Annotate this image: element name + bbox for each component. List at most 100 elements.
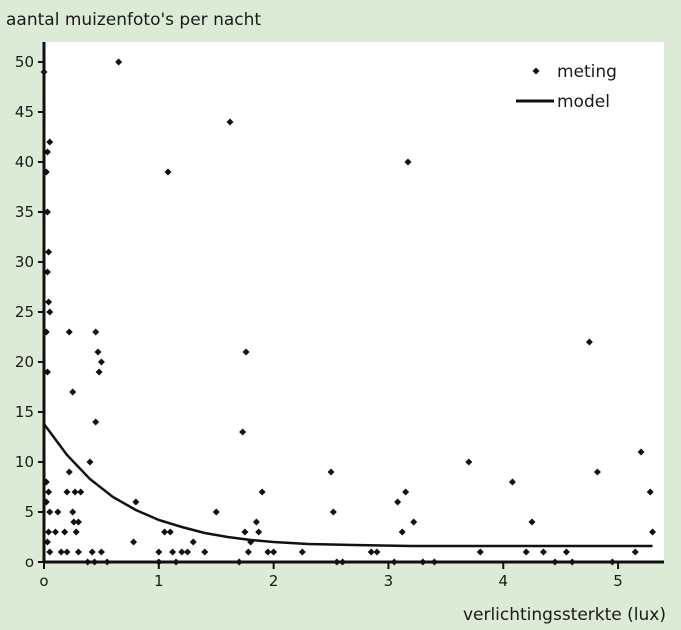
data-point [92, 418, 100, 426]
data-point [63, 548, 71, 556]
legend-diamond [532, 67, 540, 75]
data-point [242, 348, 250, 356]
data-point [327, 468, 335, 476]
data-point [329, 508, 337, 516]
data-point [258, 488, 266, 496]
data-point [476, 548, 484, 556]
data-point [71, 488, 79, 496]
legend-label-model: model [557, 92, 610, 112]
data-point [646, 488, 654, 496]
data-point [169, 548, 177, 556]
data-point [132, 498, 140, 506]
data-point [94, 348, 102, 356]
x-tick-label: 3 [384, 572, 394, 590]
data-point [115, 58, 123, 66]
data-point [212, 508, 220, 516]
x-tick-label: 4 [498, 572, 508, 590]
data-point [46, 548, 54, 556]
data-point [43, 208, 51, 216]
data-point [189, 538, 197, 546]
data-point [404, 158, 412, 166]
data-point [45, 488, 53, 496]
data-point [46, 138, 54, 146]
y-tick-label: 10 [15, 453, 34, 471]
data-point [69, 388, 77, 396]
data-point [239, 428, 247, 436]
data-point [69, 508, 77, 516]
data-point [562, 548, 570, 556]
data-point [61, 528, 69, 536]
data-point [97, 548, 105, 556]
data-point [63, 488, 71, 496]
legend: meting model [516, 62, 617, 112]
data-point [264, 548, 272, 556]
data-point [255, 528, 263, 536]
data-point [65, 468, 73, 476]
data-point [97, 358, 105, 366]
x-tick-label: 5 [613, 572, 623, 590]
data-point [410, 518, 418, 526]
y-tick-label: 25 [15, 303, 34, 321]
y-tick-label: 30 [15, 253, 34, 271]
data-point [164, 168, 172, 176]
x-axis-title: verlichtingssterkte (lux) [463, 605, 666, 625]
data-point [65, 328, 73, 336]
data-point [241, 528, 249, 536]
data-point [367, 548, 375, 556]
data-point [631, 548, 639, 556]
y-tick-label: o [25, 553, 34, 571]
y-tick-label: 15 [15, 403, 34, 421]
data-point [155, 548, 163, 556]
data-point [45, 528, 53, 536]
data-point [77, 488, 85, 496]
data-point [508, 478, 516, 486]
x-tick-label: o [39, 572, 48, 590]
data-point [46, 308, 54, 316]
data-point [373, 548, 381, 556]
y-tick-label: 5 [24, 503, 34, 521]
data-point [70, 518, 78, 526]
data-point [649, 528, 657, 536]
legend-label-meting: meting [557, 62, 617, 82]
data-point [74, 518, 82, 526]
data-point [43, 268, 51, 276]
data-point [226, 118, 234, 126]
data-point [86, 458, 94, 466]
data-point [74, 548, 82, 556]
data-point [57, 548, 65, 556]
y-tick-label: 50 [15, 53, 34, 71]
data-point [585, 338, 593, 346]
data-point [637, 448, 645, 456]
y-axis-ticks: o 5 10 15 20 25 30 35 40 45 50 [15, 53, 44, 571]
data-point [166, 528, 174, 536]
data-point [92, 328, 100, 336]
data-point [161, 528, 169, 536]
y-axis-title: aantal muizenfoto's per nacht [6, 10, 261, 30]
y-tick-label: 20 [15, 353, 34, 371]
data-point [43, 148, 51, 156]
data-point [244, 548, 252, 556]
data-point [252, 518, 260, 526]
data-point [51, 528, 59, 536]
data-point [398, 528, 406, 536]
data-point [88, 548, 96, 556]
data-point [43, 538, 51, 546]
data-point [46, 508, 54, 516]
data-point [528, 518, 536, 526]
data-point [298, 548, 306, 556]
data-point [539, 548, 547, 556]
data-point [45, 248, 53, 256]
data-point [43, 368, 51, 376]
data-point [201, 548, 209, 556]
data-point [394, 498, 402, 506]
data-point [402, 488, 410, 496]
y-tick-label: 40 [15, 153, 34, 171]
data-point [184, 548, 192, 556]
data-point [130, 538, 138, 546]
x-axis-ticks: o 1 2 3 4 5 [39, 562, 623, 590]
data-point [72, 528, 80, 536]
legend-marker-meting [532, 67, 540, 75]
y-tick-label: 45 [15, 103, 34, 121]
data-point [45, 298, 53, 306]
